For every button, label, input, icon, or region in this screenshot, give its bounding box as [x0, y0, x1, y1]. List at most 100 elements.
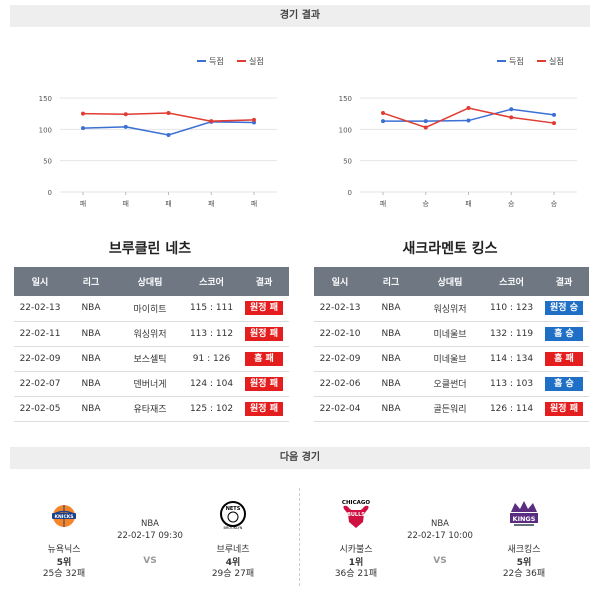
cell-opponent: 덴버너게 [116, 371, 184, 397]
cell-league: NBA [366, 371, 416, 397]
col-score: 스코어 [184, 267, 239, 296]
result-badge: 원정 패 [245, 326, 283, 341]
home-team-rank: 1위 [348, 558, 364, 568]
y-tick-label: 50 [343, 158, 352, 166]
cell-league: NBA [366, 396, 416, 422]
cell-league: NBA [66, 346, 116, 372]
legend-label-scored: 득점 [209, 56, 224, 66]
chart-brooklyn: 득점 실점 0 50 100 150 패 패 패 패 패 [5, 40, 295, 215]
cell-score: 113 : 103 [484, 371, 539, 397]
team-title-sacramento: 새크라멘토 킹스 [402, 241, 498, 257]
col-result: 결과 [539, 267, 589, 296]
game-league: NBA [430, 519, 449, 529]
data-point-conceded [552, 121, 556, 126]
cell-opponent: 보스셀틱 [116, 346, 184, 372]
cell-league: NBA [66, 321, 116, 347]
nets-logo-subtext: BROOKLYN [224, 526, 243, 530]
cell-score: 110 : 123 [484, 296, 539, 322]
cell-date: 22-02-10 [314, 321, 366, 347]
data-point-conceded [209, 119, 214, 124]
svg-text:KNICKS: KNICKS [55, 514, 74, 520]
legend-label-conceded: 실점 [249, 56, 264, 66]
x-tick-label: 패 [465, 199, 471, 208]
y-tick-label: 150 [339, 95, 352, 103]
data-point-scored [166, 132, 171, 137]
home-team-name: 뉴욕닉스 [47, 545, 81, 555]
data-point-scored [552, 112, 556, 117]
data-point-conceded [123, 112, 128, 117]
next-games-header: 다음 경기 [10, 447, 590, 469]
table-header-row: 일시 리그 상대팀 스코어 결과 [14, 267, 289, 296]
cell-score: 124 : 104 [184, 371, 239, 397]
cell-result: 홈 패 [539, 346, 589, 372]
home-team-name: 시카불스 [339, 545, 373, 555]
bulls-logo-text: CHICAGO [342, 500, 370, 506]
table-row: 22-02-04 NBA 골든워리 126 : 114 원정 패 [314, 396, 589, 422]
cell-result: 원정 패 [539, 396, 589, 422]
result-badge: 원정 패 [245, 401, 283, 416]
legend-label-conceded: 실점 [549, 56, 564, 66]
cell-date: 22-02-04 [314, 396, 366, 422]
result-badge: 원정 패 [245, 376, 283, 391]
cell-date: 22-02-11 [14, 321, 66, 347]
game-league: NBA [140, 519, 159, 529]
cell-date: 22-02-13 [314, 296, 366, 322]
cell-score: 91 : 126 [184, 346, 239, 372]
cell-opponent: 마이히트 [116, 296, 184, 322]
cell-league: NBA [366, 321, 416, 347]
table-row: 22-02-11 NBA 워싱위저 113 : 112 원정 패 [14, 321, 289, 347]
data-point-scored [381, 119, 385, 124]
line-chart-sacramento: 득점 실점 0 50 100 150 패 승 패 승 승 [339, 56, 577, 208]
result-badge: 원정 패 [245, 301, 283, 316]
bulls-logo: CHICAGO BULLS [342, 500, 370, 528]
y-tick-label: 0 [48, 189, 52, 197]
cell-opponent: 유타재즈 [116, 396, 184, 422]
cell-date: 22-02-09 [14, 346, 66, 372]
x-tick-label: 패 [165, 199, 171, 208]
col-score: 스코어 [484, 267, 539, 296]
results-table-brooklyn: 일시 리그 상대팀 스코어 결과 22-02-13 NBA 마이히트 115 : 11… [14, 267, 289, 422]
away-team-rank: 5위 [516, 558, 532, 568]
cell-opponent: 워싱위저 [116, 321, 184, 347]
data-point-scored [423, 119, 428, 124]
data-point-conceded [381, 111, 385, 116]
cell-result: 홈 패 [239, 346, 289, 372]
table-header-row: 일시 리그 상대팀 스코어 결과 [314, 267, 589, 296]
cell-score: 132 : 119 [484, 321, 539, 347]
y-tick-label: 0 [348, 189, 352, 197]
chart-sacramento: 득점 실점 0 50 100 150 패 승 패 승 승 [305, 40, 595, 215]
next-game-2: CHICAGO BULLS 시카불스 1위 36승 21패 NBA 22-02-… [305, 485, 595, 590]
y-tick-label: 100 [39, 126, 52, 134]
data-point-scored [123, 124, 128, 129]
col-opponent: 상대팀 [116, 267, 184, 296]
cell-result: 홈 승 [539, 371, 589, 397]
cell-league: NBA [366, 296, 416, 322]
cell-score: 113 : 112 [184, 321, 239, 347]
table-row: 22-02-13 NBA 마이히트 115 : 111 원정 패 [14, 296, 289, 322]
cell-opponent: 오클썬더 [416, 371, 484, 397]
data-point-conceded [509, 115, 514, 120]
away-team-name: 새크킹스 [507, 545, 541, 555]
table-row: 22-02-13 NBA 워싱위저 110 : 123 원정 승 [314, 296, 589, 322]
bulls-logo-subtext: BULLS [347, 512, 365, 518]
line-chart-brooklyn: 득점 실점 0 50 100 150 패 패 패 패 패 [39, 56, 277, 208]
result-badge: 원정 승 [545, 301, 583, 316]
col-league: 리그 [366, 267, 416, 296]
data-point-conceded [466, 106, 471, 111]
col-date: 일시 [314, 267, 366, 296]
game-datetime: 22-02-17 10:00 [407, 531, 473, 541]
nets-logo-text: NETS [226, 506, 241, 512]
x-tick-label: 승 [423, 200, 430, 208]
col-league: 리그 [66, 267, 116, 296]
cell-result: 원정 패 [239, 371, 289, 397]
data-point-scored [509, 107, 514, 112]
results-table-sacramento: 일시 리그 상대팀 스코어 결과 22-02-13 NBA 워싱위저 110 : 12… [314, 267, 589, 422]
table-row: 22-02-09 NBA 보스셀틱 91 : 126 홈 패 [14, 346, 289, 372]
kings-logo: KINGS [510, 501, 538, 526]
away-team-name: 브루네츠 [216, 545, 250, 555]
cell-opponent: 워싱위저 [416, 296, 484, 322]
away-team-record: 22승 36패 [502, 569, 546, 579]
y-tick-label: 50 [43, 158, 52, 166]
cell-league: NBA [66, 371, 116, 397]
x-tick-label: 승 [551, 200, 558, 208]
